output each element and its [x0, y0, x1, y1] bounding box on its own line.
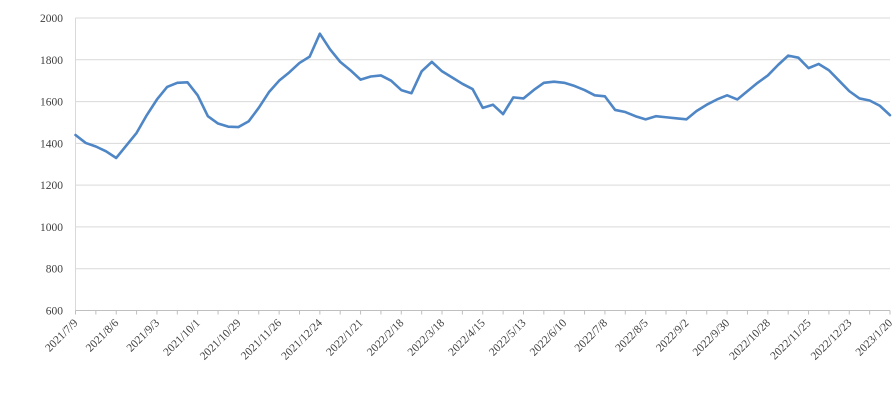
gridlines: [75, 17, 890, 270]
x-tick-label: 2022/6/10: [528, 317, 570, 359]
x-tick-label: 2022/9/30: [691, 317, 733, 359]
x-tick-label: 2022/1/21: [324, 317, 366, 359]
x-tick-label: 2022/5/13: [487, 317, 529, 359]
x-tick-label: 2021/7/9: [43, 317, 81, 355]
y-tick-label: 1600: [40, 97, 63, 109]
data-series-line: [74, 32, 892, 160]
y-tick-label: 1200: [40, 180, 63, 192]
x-axis-labels: 2021/7/9 2021/8/6 2021/9/3 2021/10/12021/10…: [43, 317, 895, 363]
x-tick-label: 2022/8/5: [613, 317, 651, 355]
y-axis-labels: 600 800 1000 1200 1400 1600 1800 2000: [40, 13, 63, 318]
x-tick-label: 2021/8/6: [84, 317, 122, 355]
x-tick-label: 2022/10/28: [727, 317, 773, 363]
x-tick-label: 2023/1/20: [854, 317, 895, 359]
x-tick-label: 2022/4/15: [446, 317, 488, 359]
y-tick-label: 600: [46, 306, 64, 318]
y-tick-label: 2000: [40, 13, 63, 25]
x-tick-label: 2022/7/8: [573, 317, 611, 355]
y-tick-label: 800: [46, 264, 64, 276]
y-tick-label: 1800: [40, 55, 63, 67]
x-tick-label: 2021/10/29: [198, 317, 244, 363]
x-tick-label: 2021/9/3: [125, 317, 163, 355]
x-tick-label: 2022/9/2: [654, 317, 692, 355]
x-tick-label: 2021/11/26: [239, 317, 284, 362]
x-tick-label: 2022/3/18: [406, 317, 448, 359]
x-tick-label: 2022/2/18: [365, 317, 407, 359]
x-tick-label: 2022/11/25: [768, 317, 813, 362]
x-tick-label: 2022/12/23: [809, 317, 855, 363]
x-axis-ticks: [75, 310, 891, 315]
y-tick-label: 1000: [40, 222, 63, 234]
y-tick-label: 1400: [40, 138, 63, 150]
x-tick-label: 2021/10/1: [161, 317, 203, 359]
x-tick-label: 2021/12/24: [279, 317, 325, 363]
